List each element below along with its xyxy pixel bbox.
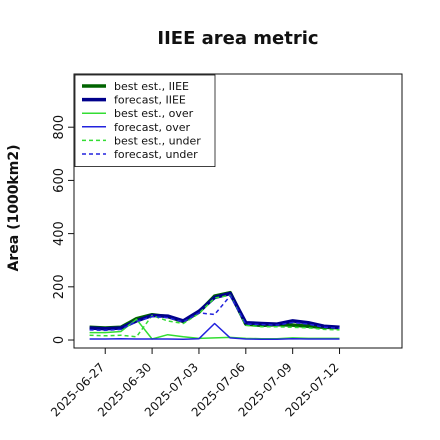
y-tick-label: 600 <box>52 168 67 193</box>
plot-series <box>89 290 340 340</box>
series-line <box>89 294 340 338</box>
y-axis-label: Area (1000km2) <box>6 145 22 272</box>
legend-label: forecast, under <box>114 148 198 161</box>
y-tick-label: 0 <box>52 336 67 344</box>
series-line <box>89 295 340 332</box>
legend-label: best est., over <box>114 107 194 120</box>
y-tick-label: 800 <box>52 115 67 140</box>
x-axis: 2025-06-272025-06-302025-07-032025-07-06… <box>48 348 342 419</box>
legend-label: forecast, IIEE <box>114 94 186 107</box>
plot-frame <box>73 73 403 349</box>
y-tick-label: 400 <box>52 221 67 246</box>
chart-title: IIEE area metric <box>157 28 318 49</box>
y-tick-label: 200 <box>52 274 67 299</box>
legend-box <box>74 74 216 167</box>
series-line <box>89 322 340 340</box>
legend-label: best est., under <box>114 134 201 147</box>
legend-label: best est., IIEE <box>114 80 189 93</box>
y-axis: 0 200 400 600 800 <box>52 115 74 344</box>
legend-label: forecast, over <box>114 121 190 134</box>
